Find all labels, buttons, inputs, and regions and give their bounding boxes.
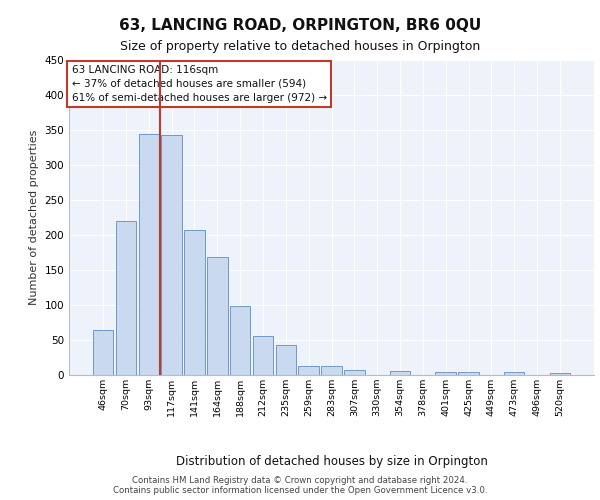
Bar (298, 366, 319, 375)
Bar (504, 372, 524, 375)
Text: 63, LANCING ROAD, ORPINGTON, BR6 0QU: 63, LANCING ROAD, ORPINGTON, BR6 0QU (119, 18, 481, 32)
Bar (550, 373, 570, 375)
Text: 63 LANCING ROAD: 116sqm
← 37% of detached houses are smaller (594)
61% of semi-d: 63 LANCING ROAD: 116sqm ← 37% of detache… (71, 64, 327, 102)
Bar (344, 370, 365, 375)
Bar (230, 306, 250, 375)
Bar (390, 371, 410, 375)
Text: Contains HM Land Registry data © Crown copyright and database right 2024.: Contains HM Land Registry data © Crown c… (132, 476, 468, 485)
X-axis label: Distribution of detached houses by size in Orpington: Distribution of detached houses by size … (176, 455, 487, 468)
Bar (139, 134, 159, 375)
Bar (458, 372, 479, 375)
Bar (207, 258, 227, 375)
Text: Size of property relative to detached houses in Orpington: Size of property relative to detached ho… (120, 40, 480, 53)
Y-axis label: Number of detached properties: Number of detached properties (29, 130, 39, 305)
Bar (253, 336, 273, 375)
Text: Contains public sector information licensed under the Open Government Licence v3: Contains public sector information licen… (113, 486, 487, 495)
Bar (321, 366, 342, 375)
Bar (116, 221, 136, 375)
Bar (161, 135, 182, 375)
Bar (275, 345, 296, 375)
Bar (436, 372, 456, 375)
Bar (184, 230, 205, 375)
Bar (93, 330, 113, 375)
